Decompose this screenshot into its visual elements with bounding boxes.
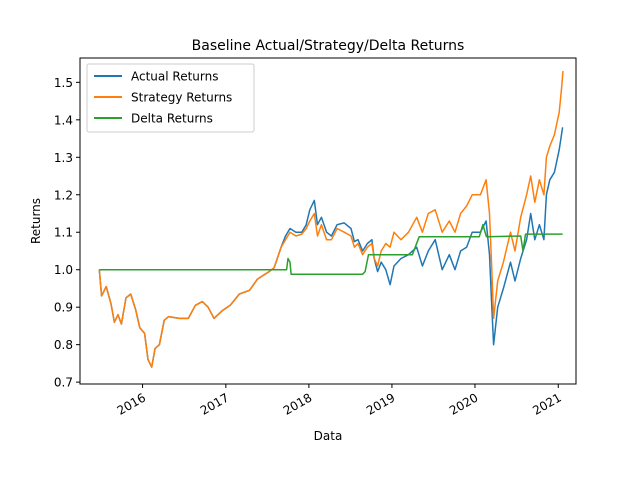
y-tick-label: 1.3 [54, 151, 73, 165]
legend-box [86, 63, 255, 133]
x-axis-label: Data [314, 429, 343, 443]
y-tick-label: 0.9 [54, 301, 73, 315]
y-axis-label: Returns [29, 198, 43, 244]
y-axis-ticks: 0.7 0.8 0.9 1.0 1.1 1.2 1.3 1.4 1.5 [54, 76, 80, 390]
plot-frame [79, 57, 577, 385]
chart-title: Baseline Actual/Strategy/Delta Returns [192, 38, 465, 54]
y-tick-label: 0.7 [54, 376, 73, 390]
y-tick-label: 1.2 [54, 188, 73, 202]
legend: Actual Returns Strategy Returns Delta Retu… [86, 63, 255, 133]
delta-returns-line [99, 223, 563, 275]
y-tick-label: 1.5 [54, 76, 73, 90]
legend-label-actual-returns: Actual Returns [131, 70, 218, 84]
y-tick-label: 1.4 [54, 113, 73, 127]
y-tick-label: 1.0 [54, 263, 73, 277]
y-tick-label: 1.1 [54, 226, 73, 240]
legend-label-strategy-returns: Strategy Returns [131, 91, 232, 105]
strategy-returns-line [98, 71, 564, 368]
y-tick-label: 0.8 [54, 338, 73, 352]
series-lines [98, 71, 564, 368]
legend-label-delta-returns: Delta Returns [131, 112, 213, 126]
